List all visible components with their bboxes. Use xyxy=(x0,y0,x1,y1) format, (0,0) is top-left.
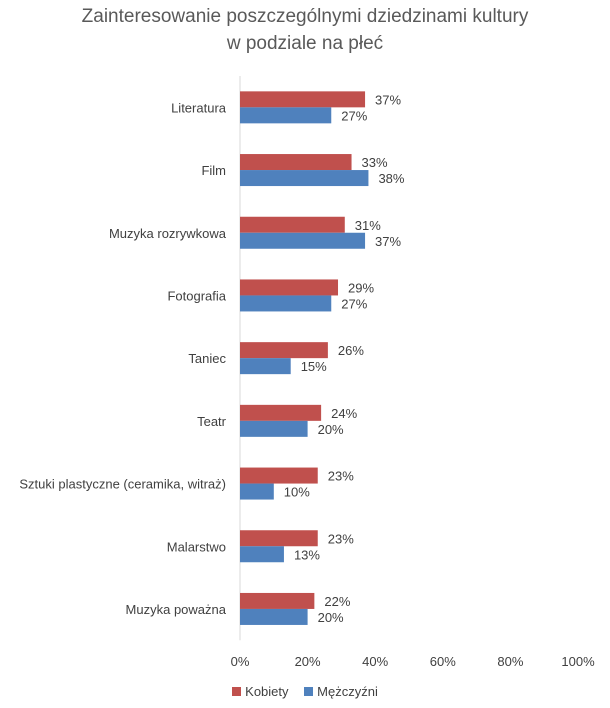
bar-mezczyzni xyxy=(240,107,332,124)
x-tick-label: 100% xyxy=(561,654,595,669)
bar-mezczyzni xyxy=(240,358,291,375)
chart-title-line-1: Zainteresowanie poszczególnymi dziedzina… xyxy=(81,6,529,27)
data-label: 10% xyxy=(284,485,310,500)
bar-kobiety xyxy=(240,342,328,359)
data-label: 33% xyxy=(362,155,388,170)
bar-mezczyzni xyxy=(240,608,308,625)
bar-mezczyzni xyxy=(240,232,366,249)
legend: Kobiety Mężczyźni xyxy=(0,684,610,699)
bar-kobiety xyxy=(240,404,322,421)
data-label: 26% xyxy=(338,343,364,358)
bar-mezczyzni xyxy=(240,420,308,437)
data-label: 37% xyxy=(375,92,401,107)
bar-mezczyzni xyxy=(240,170,369,187)
legend-item-mezczyzni: Mężczyźni xyxy=(304,684,378,699)
category-label: Taniec xyxy=(188,351,226,366)
data-label: 20% xyxy=(318,610,344,625)
category-label: Fotografia xyxy=(167,288,226,303)
data-label: 27% xyxy=(341,108,367,123)
bar-mezczyzni xyxy=(240,546,284,563)
category-label: Film xyxy=(201,163,226,178)
category-label: Teatr xyxy=(197,414,227,429)
category-label: Muzyka poważna xyxy=(126,602,227,617)
x-tick-label: 60% xyxy=(430,654,456,669)
data-label: 37% xyxy=(375,234,401,249)
category-label: Sztuki plastyczne (ceramika, witraż) xyxy=(19,477,226,492)
x-tick-label: 0% xyxy=(231,654,250,669)
data-label: 15% xyxy=(301,359,327,374)
legend-item-kobiety: Kobiety xyxy=(232,684,289,699)
bar-kobiety xyxy=(240,467,318,484)
legend-label: Mężczyźni xyxy=(317,684,378,699)
category-label: Literatura xyxy=(171,100,227,115)
data-label: 27% xyxy=(341,296,367,311)
data-label: 24% xyxy=(331,406,357,421)
data-label: 23% xyxy=(328,531,354,546)
data-label: 31% xyxy=(355,218,381,233)
data-label: 29% xyxy=(348,280,374,295)
legend-label: Kobiety xyxy=(245,684,289,699)
x-tick-label: 80% xyxy=(497,654,523,669)
chart-title-line-2: w podziale na płeć xyxy=(226,33,384,54)
bar-mezczyzni xyxy=(240,295,332,312)
x-tick-label: 20% xyxy=(295,654,321,669)
data-label: 20% xyxy=(318,422,344,437)
data-label: 13% xyxy=(294,547,320,562)
data-label: 22% xyxy=(324,594,350,609)
legend-swatch xyxy=(304,687,314,696)
data-label: 23% xyxy=(328,469,354,484)
bar-kobiety xyxy=(240,91,366,108)
bar-kobiety xyxy=(240,154,352,171)
bar-mezczyzni xyxy=(240,483,274,500)
bar-kobiety xyxy=(240,279,339,296)
x-tick-label: 40% xyxy=(362,654,388,669)
bar-kobiety xyxy=(240,216,345,233)
bar-kobiety xyxy=(240,592,315,609)
data-label: 38% xyxy=(378,171,404,186)
legend-swatch xyxy=(232,687,242,696)
category-label: Malarstwo xyxy=(167,539,226,554)
bar-kobiety xyxy=(240,530,318,547)
category-label: Muzyka rozrywkowa xyxy=(109,226,227,241)
